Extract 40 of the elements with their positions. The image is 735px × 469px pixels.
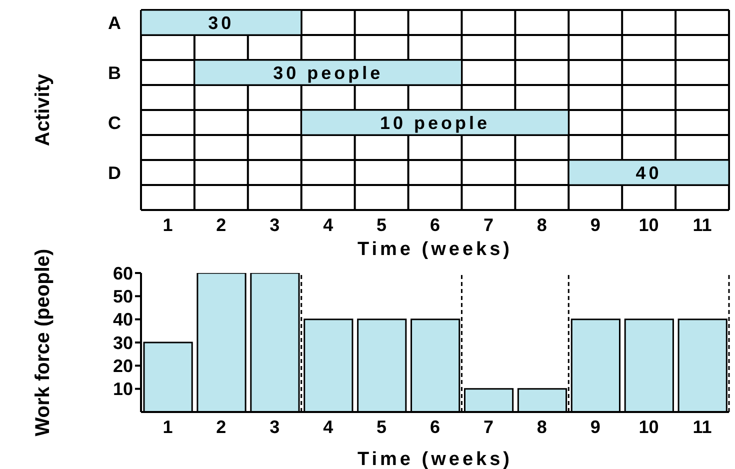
y-tick-label: 20 (112, 356, 133, 376)
annotation: 10 people (380, 112, 490, 133)
y-tick-label: 60 (112, 263, 133, 284)
x-tick-label: 6 (430, 416, 440, 437)
x-tick-label: 9 (590, 214, 600, 235)
x-tick-label: 5 (376, 416, 387, 437)
x-tick-label: 8 (536, 416, 547, 437)
x-tick-label: 10 (638, 416, 659, 437)
y-tick-label: 30 (112, 332, 133, 353)
x-tick-label: 7 (483, 214, 494, 235)
annotation: 40 (636, 162, 662, 183)
x-tick-label: 3 (270, 416, 280, 437)
y-tick-label: C (108, 112, 121, 133)
x-tick-label: 7 (483, 416, 494, 437)
x-tick-label: 5 (376, 214, 387, 235)
x-tick-label: 1 (162, 416, 173, 437)
y-tick-label: 40 (112, 310, 133, 330)
x-tick-label: 6 (430, 214, 440, 235)
x-tick-label: 8 (536, 214, 547, 235)
x-tick-label: 11 (692, 416, 712, 437)
y-tick-label: A (108, 12, 121, 33)
x-tick-label: 1 (162, 214, 173, 235)
y-tick-label: 10 (112, 379, 133, 400)
x-tick-label: 2 (216, 214, 226, 235)
y-tick-label: 50 (112, 286, 133, 307)
x-axis-title: Time (weeks) (358, 449, 512, 469)
x-tick-label: 10 (638, 214, 659, 235)
y-axis-title: Work force (people) (32, 248, 54, 436)
x-tick-label: 9 (590, 416, 600, 437)
x-tick-label: 3 (270, 214, 280, 235)
annotation: 30 (208, 12, 234, 33)
x-tick-label: 11 (692, 214, 712, 235)
x-axis-title: Time (weeks) (358, 239, 512, 260)
y-tick-label: D (108, 162, 121, 183)
x-tick-label: 4 (323, 214, 334, 235)
y-tick-label: B (108, 62, 121, 83)
y-axis-title: Activity (32, 73, 54, 146)
annotation: 30 people (273, 62, 384, 83)
x-tick-label: 2 (216, 416, 226, 437)
x-tick-label: 4 (323, 416, 334, 437)
